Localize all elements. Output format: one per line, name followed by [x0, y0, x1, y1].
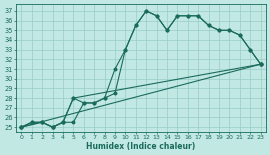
X-axis label: Humidex (Indice chaleur): Humidex (Indice chaleur) [86, 142, 195, 151]
